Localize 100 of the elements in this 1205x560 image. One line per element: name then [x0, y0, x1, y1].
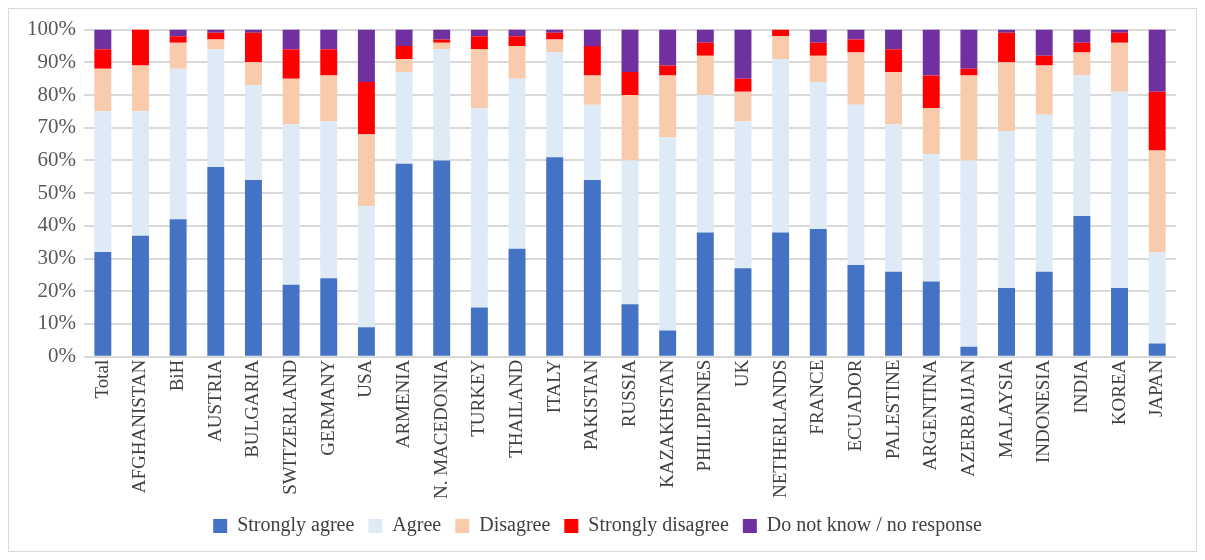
bar: [169, 68, 187, 220]
bar: [320, 75, 338, 122]
bar: [357, 81, 375, 135]
bar: [470, 307, 488, 356]
x-tick-label: THAILAND: [505, 359, 527, 458]
bar: [696, 55, 714, 96]
bar: [94, 49, 112, 69]
x-tick-label: ECUADOR: [843, 359, 865, 452]
bar: [395, 29, 413, 46]
bar: [621, 72, 639, 96]
bar: [395, 59, 413, 73]
bar: [621, 304, 639, 356]
bar: [1111, 91, 1128, 288]
bar: [320, 29, 338, 50]
bar: [847, 39, 865, 53]
bar: [433, 29, 451, 40]
x-tick-label: KOREA: [1107, 359, 1129, 426]
bar: [998, 287, 1016, 356]
bar: [508, 78, 526, 249]
y-tick-label: 20%: [37, 277, 76, 302]
bar: [922, 75, 940, 109]
bar: [169, 42, 187, 69]
bar: [244, 62, 262, 86]
bar: [583, 29, 601, 46]
bar: [395, 45, 413, 60]
bar: [244, 180, 262, 356]
bar: [470, 36, 488, 50]
bar: [809, 42, 827, 56]
bar: [1035, 114, 1053, 272]
bar: [696, 29, 714, 43]
bar: [244, 29, 262, 33]
bar: [207, 29, 225, 33]
bar: [1148, 252, 1166, 344]
x-tick-label: PHILIPPINES: [693, 359, 715, 472]
y-tick-label: 10%: [37, 310, 76, 335]
y-tick-label: 0%: [47, 343, 76, 368]
x-tick-label: PAKISTAN: [580, 359, 602, 451]
x-tick-label: ARGENTINA: [919, 359, 941, 471]
bar: [1073, 75, 1091, 217]
x-tick-label: UK: [730, 359, 752, 388]
y-tick-label: 90%: [37, 48, 76, 73]
bar: [395, 72, 413, 164]
y-tick-label: 60%: [37, 146, 76, 171]
bar: [621, 29, 639, 73]
bar: [847, 52, 865, 105]
bar: [94, 29, 112, 50]
bar: [1073, 42, 1091, 53]
bar: [998, 62, 1016, 131]
x-tick-label: AZERBAIJAN: [956, 359, 978, 477]
bar: [922, 281, 940, 356]
legend-label: Agree: [392, 513, 442, 537]
bar: [809, 229, 827, 356]
bar: [470, 29, 488, 37]
x-tick-label: PALESTINE: [881, 359, 903, 460]
bar: [470, 108, 488, 308]
x-tick-label: USA: [354, 359, 376, 398]
legend-label: Strongly agree: [237, 513, 355, 537]
bar: [696, 42, 714, 56]
bar: [734, 29, 752, 79]
y-tick-label: 70%: [37, 114, 76, 139]
bar: [809, 29, 827, 43]
bar: [885, 49, 903, 73]
bar: [659, 330, 677, 356]
y-tick-label: 100%: [26, 16, 76, 41]
bar: [998, 29, 1016, 33]
bar: [960, 29, 978, 69]
bar: [320, 278, 338, 356]
bar: [1111, 32, 1128, 43]
bar: [207, 166, 225, 356]
bar: [960, 160, 978, 347]
bar: [696, 232, 714, 356]
bar: [998, 32, 1016, 63]
bar: [1148, 91, 1166, 151]
x-tick-label: GERMANY: [316, 359, 338, 456]
y-tick-label: 50%: [37, 179, 76, 204]
bar: [433, 42, 451, 50]
bar: [1035, 29, 1053, 56]
bar: [885, 271, 903, 356]
bar: [320, 49, 338, 76]
y-tick-label: 80%: [37, 81, 76, 106]
bar: [508, 45, 526, 79]
bar: [960, 346, 978, 356]
bar: [583, 75, 601, 105]
bar: [357, 327, 375, 356]
bar: [922, 153, 940, 282]
bar: [583, 104, 601, 181]
bar: [207, 39, 225, 50]
bar: [1073, 216, 1091, 356]
x-tick-label: TURKEY: [467, 359, 489, 437]
bar: [1148, 343, 1166, 356]
bar: [207, 49, 225, 167]
bar: [132, 65, 149, 112]
bar: [885, 29, 903, 50]
bar: [433, 160, 451, 356]
bar: [583, 180, 601, 356]
x-tick-label: AUSTRIA: [203, 359, 225, 443]
bar: [1073, 29, 1091, 43]
bar: [998, 130, 1016, 288]
bar: [169, 36, 187, 43]
bar: [282, 78, 300, 125]
